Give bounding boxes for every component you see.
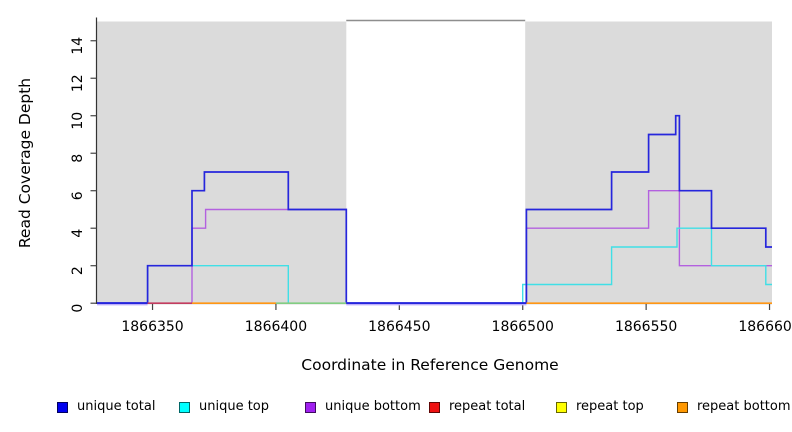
legend-item-unique-top: unique top xyxy=(179,399,269,415)
y-tick-label: 10 xyxy=(70,112,86,130)
y-tick-label: 12 xyxy=(70,74,86,92)
legend-label-repeat-top: repeat top xyxy=(576,399,644,414)
legend-swatch-unique-top xyxy=(179,401,190,413)
legend-label-unique-total: unique total xyxy=(77,399,156,414)
legend-item-repeat-top: repeat top xyxy=(556,399,644,415)
legend-item-unique-total: unique total xyxy=(57,399,155,415)
y-axis-title: Read Coverage Depth xyxy=(16,78,34,248)
legend-swatch-repeat-bottom xyxy=(677,401,688,413)
legend-label-repeat-bottom: repeat bottom xyxy=(697,399,791,414)
y-tick-label: 0 xyxy=(70,304,86,313)
legend-label-unique-bottom: unique bottom xyxy=(325,399,421,414)
y-tick-label: 4 xyxy=(70,229,86,238)
legend-label-repeat-total: repeat total xyxy=(449,399,526,414)
legend-item-repeat-bottom: repeat bottom xyxy=(677,399,791,415)
legend-swatch-repeat-top xyxy=(556,401,567,413)
x-tick-label: 1866450 xyxy=(368,319,430,335)
y-tick-label: 2 xyxy=(70,266,86,275)
series-unique-top xyxy=(97,227,772,304)
y-tick-label: 14 xyxy=(70,37,86,55)
legend-item-repeat-total: repeat total xyxy=(429,399,525,415)
legend-label-unique-top: unique top xyxy=(199,399,270,414)
x-axis-title: Coordinate in Reference Genome xyxy=(301,356,558,374)
shaded-region-1 xyxy=(97,21,347,305)
legend-swatch-repeat-total xyxy=(429,401,440,413)
x-tick-label: 1866550 xyxy=(615,319,677,335)
legend-item-unique-bottom: unique bottom xyxy=(305,399,421,415)
legend-swatch-unique-total xyxy=(57,401,68,413)
x-tick-label: 1866600 xyxy=(738,319,792,335)
y-tick-label: 6 xyxy=(70,191,86,200)
x-tick-label: 1866400 xyxy=(245,319,307,335)
series-unique-total xyxy=(97,114,772,305)
x-tick-label: 1866350 xyxy=(121,319,183,335)
legend-swatch-unique-bottom xyxy=(305,401,316,413)
x-tick-label: 1866500 xyxy=(492,319,554,335)
y-tick-label: 8 xyxy=(70,154,86,163)
